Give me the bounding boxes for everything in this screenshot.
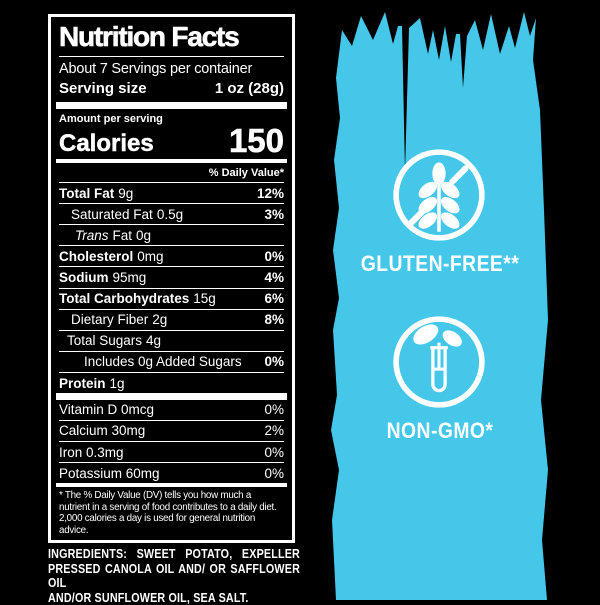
calories-value: 150	[229, 125, 284, 156]
nutrient-amount: 4g	[146, 333, 161, 348]
brush-stroke-shape	[328, 0, 552, 600]
nutrient-dv: 0%	[264, 249, 284, 264]
nutrient-name: Total Carbohydrates	[59, 291, 189, 306]
serving-size-value: 1 oz (28g)	[215, 80, 284, 97]
nutrient-name-italic: Trans	[59, 228, 109, 243]
nutrient-row-total-carbohydrates: Total Carbohydrates 15g 6%	[59, 288, 284, 309]
calories-label: Calories	[59, 132, 154, 156]
gluten-free-label: GLUTEN-FREE**	[341, 251, 538, 277]
blue-brush-stripe: GLUTEN-FREE** NON-GMO*	[328, 0, 552, 600]
servings-per-container: About 7 Servings per container	[59, 57, 284, 78]
nutrient-name: Saturated Fat	[59, 207, 153, 222]
nutrient-amount: 1g	[110, 376, 125, 391]
nutrient-dv: 4%	[264, 270, 284, 285]
nutrition-facts-title: Nutrition Facts	[59, 20, 284, 56]
calories-row: Calories 150	[59, 125, 284, 159]
nutrient-dv: 3%	[264, 207, 284, 222]
nutrient-row-protein: Protein 1g	[59, 372, 284, 393]
nutrient-dv: 6%	[264, 291, 284, 306]
nutrient-name: Protein	[59, 376, 106, 391]
nutrient-name: Includes 0g Added Sugars	[59, 354, 242, 369]
nutrient-name: Dietary Fiber	[59, 312, 148, 327]
nutrient-row-sodium: Sodium 95mg 4%	[59, 266, 284, 287]
nutrient-amount: 0g	[136, 228, 151, 243]
nutrient-dv: 8%	[264, 312, 284, 327]
nutrient-name: Total Fat	[59, 186, 114, 201]
nutrient-amount: 2g	[152, 312, 167, 327]
nutrient-amount: 0.5g	[157, 207, 183, 222]
serving-size-label: Serving size	[59, 80, 147, 97]
test-tube-leaf-icon	[390, 313, 488, 411]
micronutrient-name: Iron 0.3mg	[59, 445, 124, 460]
daily-value-footnote: * The % Daily Value (DV) tells you how m…	[59, 487, 284, 537]
micronutrient-dv: 0%	[264, 445, 284, 460]
micronutrient-dv: 2%	[264, 423, 284, 438]
thick-divider	[56, 102, 287, 109]
micronutrient-name: Potassium 60mg	[59, 466, 160, 481]
nutrient-name: Total Sugars	[59, 333, 142, 348]
nutrient-row-cholesterol: Cholesterol 0mg 0%	[59, 245, 284, 266]
nutrient-name: Sodium	[59, 270, 109, 285]
nutrient-dv: 0%	[264, 354, 284, 369]
micronutrient-row-potassium: Potassium 60mg 0%	[59, 462, 284, 483]
nutrient-row-total-fat: Total Fat 9g 12%	[59, 182, 284, 203]
nutrient-amount: 15g	[193, 291, 216, 306]
daily-value-header: % Daily Value*	[59, 163, 284, 182]
micronutrient-row-vitamin-d: Vitamin D 0mcg 0%	[59, 400, 284, 420]
nutrient-amount: 9g	[118, 186, 133, 201]
micronutrient-name: Calcium 30mg	[59, 423, 145, 438]
wheat-crossed-icon	[390, 146, 488, 244]
nutrient-row-total-sugars: Total Sugars 4g	[59, 330, 284, 351]
ingredients-line: INGREDIENTS: SWEET POTATO, EXPELLER	[48, 547, 300, 562]
nutrient-row-saturated-fat: Saturated Fat 0.5g 3%	[59, 203, 284, 224]
ingredients-line: AND/OR SUNFLOWER OIL, SEA SALT.	[48, 591, 300, 605]
micronutrient-name: Vitamin D 0mcg	[59, 402, 154, 417]
nutrient-row-trans-fat: Trans Fat 0g	[59, 224, 284, 245]
ingredients-statement: INGREDIENTS: SWEET POTATO, EXPELLER PRES…	[48, 547, 300, 605]
nutrient-row-dietary-fiber: Dietary Fiber 2g 8%	[59, 309, 284, 330]
serving-size-row: Serving size 1 oz (28g)	[59, 78, 284, 102]
nutrient-amount: 95mg	[113, 270, 147, 285]
micronutrient-dv: 0%	[264, 466, 284, 481]
nutrient-name: Cholesterol	[59, 249, 133, 264]
nutrient-row-added-sugars: Includes 0g Added Sugars 0%	[59, 351, 284, 372]
nutrient-amount: 0mg	[137, 249, 163, 264]
nutrient-name: Fat	[113, 228, 133, 243]
nutrient-dv: 12%	[257, 186, 284, 201]
nutrition-facts-panel: Nutrition Facts About 7 Servings per con…	[48, 14, 295, 543]
micronutrient-row-iron: Iron 0.3mg 0%	[59, 441, 284, 462]
micronutrient-dv: 0%	[264, 402, 284, 417]
non-gmo-label: NON-GMO*	[341, 418, 538, 444]
ingredients-line: PRESSED CANOLA OIL AND/ OR SAFFLOWER OIL	[48, 562, 300, 591]
thick-divider	[56, 393, 287, 400]
micronutrient-row-calcium: Calcium 30mg 2%	[59, 420, 284, 441]
